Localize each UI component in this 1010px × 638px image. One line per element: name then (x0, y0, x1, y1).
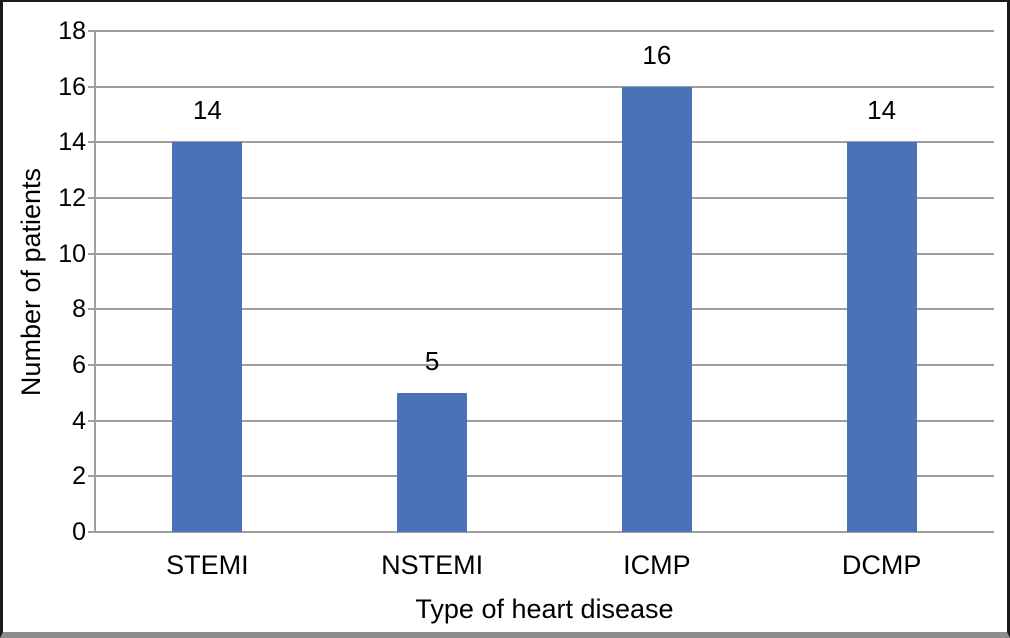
y-tick-label: 2 (72, 462, 86, 491)
gridline (95, 419, 994, 422)
x-category-label: DCMP (841, 550, 922, 580)
y-tick-label: 12 (58, 184, 86, 212)
y-tick-mark (88, 197, 95, 199)
x-category-label: NSTEMI (381, 550, 484, 580)
gridline (95, 531, 994, 533)
y-tick-mark (88, 85, 95, 88)
y-tick-label: 0 (72, 518, 86, 546)
bar-value-label: 14 (867, 95, 897, 126)
bar (621, 86, 692, 532)
y-tick-label: 10 (58, 239, 86, 268)
y-tick-label: 4 (72, 406, 86, 435)
y-tick-mark (88, 364, 95, 366)
gridline (95, 475, 994, 478)
y-axis-line (94, 31, 96, 533)
bar-value-label: 14 (192, 95, 222, 126)
gridline (95, 141, 994, 144)
y-tick-mark (88, 30, 95, 32)
x-category-label: ICMP (623, 550, 691, 580)
y-tick-label: 14 (58, 128, 86, 157)
gridline (95, 30, 994, 32)
y-tick-mark (88, 475, 95, 478)
y-tick-label: 18 (58, 17, 86, 45)
x-category-label: STEMI (166, 550, 249, 580)
gridline (95, 308, 994, 311)
x-axis-title: Type of heart disease (415, 594, 674, 624)
bar (846, 142, 917, 532)
bar (172, 142, 243, 532)
bar-value-label: 16 (642, 39, 672, 70)
y-tick-mark (88, 141, 95, 144)
gridline (95, 85, 994, 88)
y-tick-label: 8 (72, 295, 86, 324)
gridline (95, 364, 994, 366)
y-tick-label: 6 (72, 351, 86, 379)
y-tick-mark (88, 252, 95, 255)
y-tick-label: 16 (58, 72, 86, 101)
y-tick-mark (88, 531, 95, 533)
y-tick-mark (88, 419, 95, 422)
y-tick-mark (88, 308, 95, 311)
gridline (95, 252, 994, 255)
bar (397, 392, 468, 532)
bar-value-label: 5 (424, 345, 440, 376)
gridline (95, 197, 994, 199)
